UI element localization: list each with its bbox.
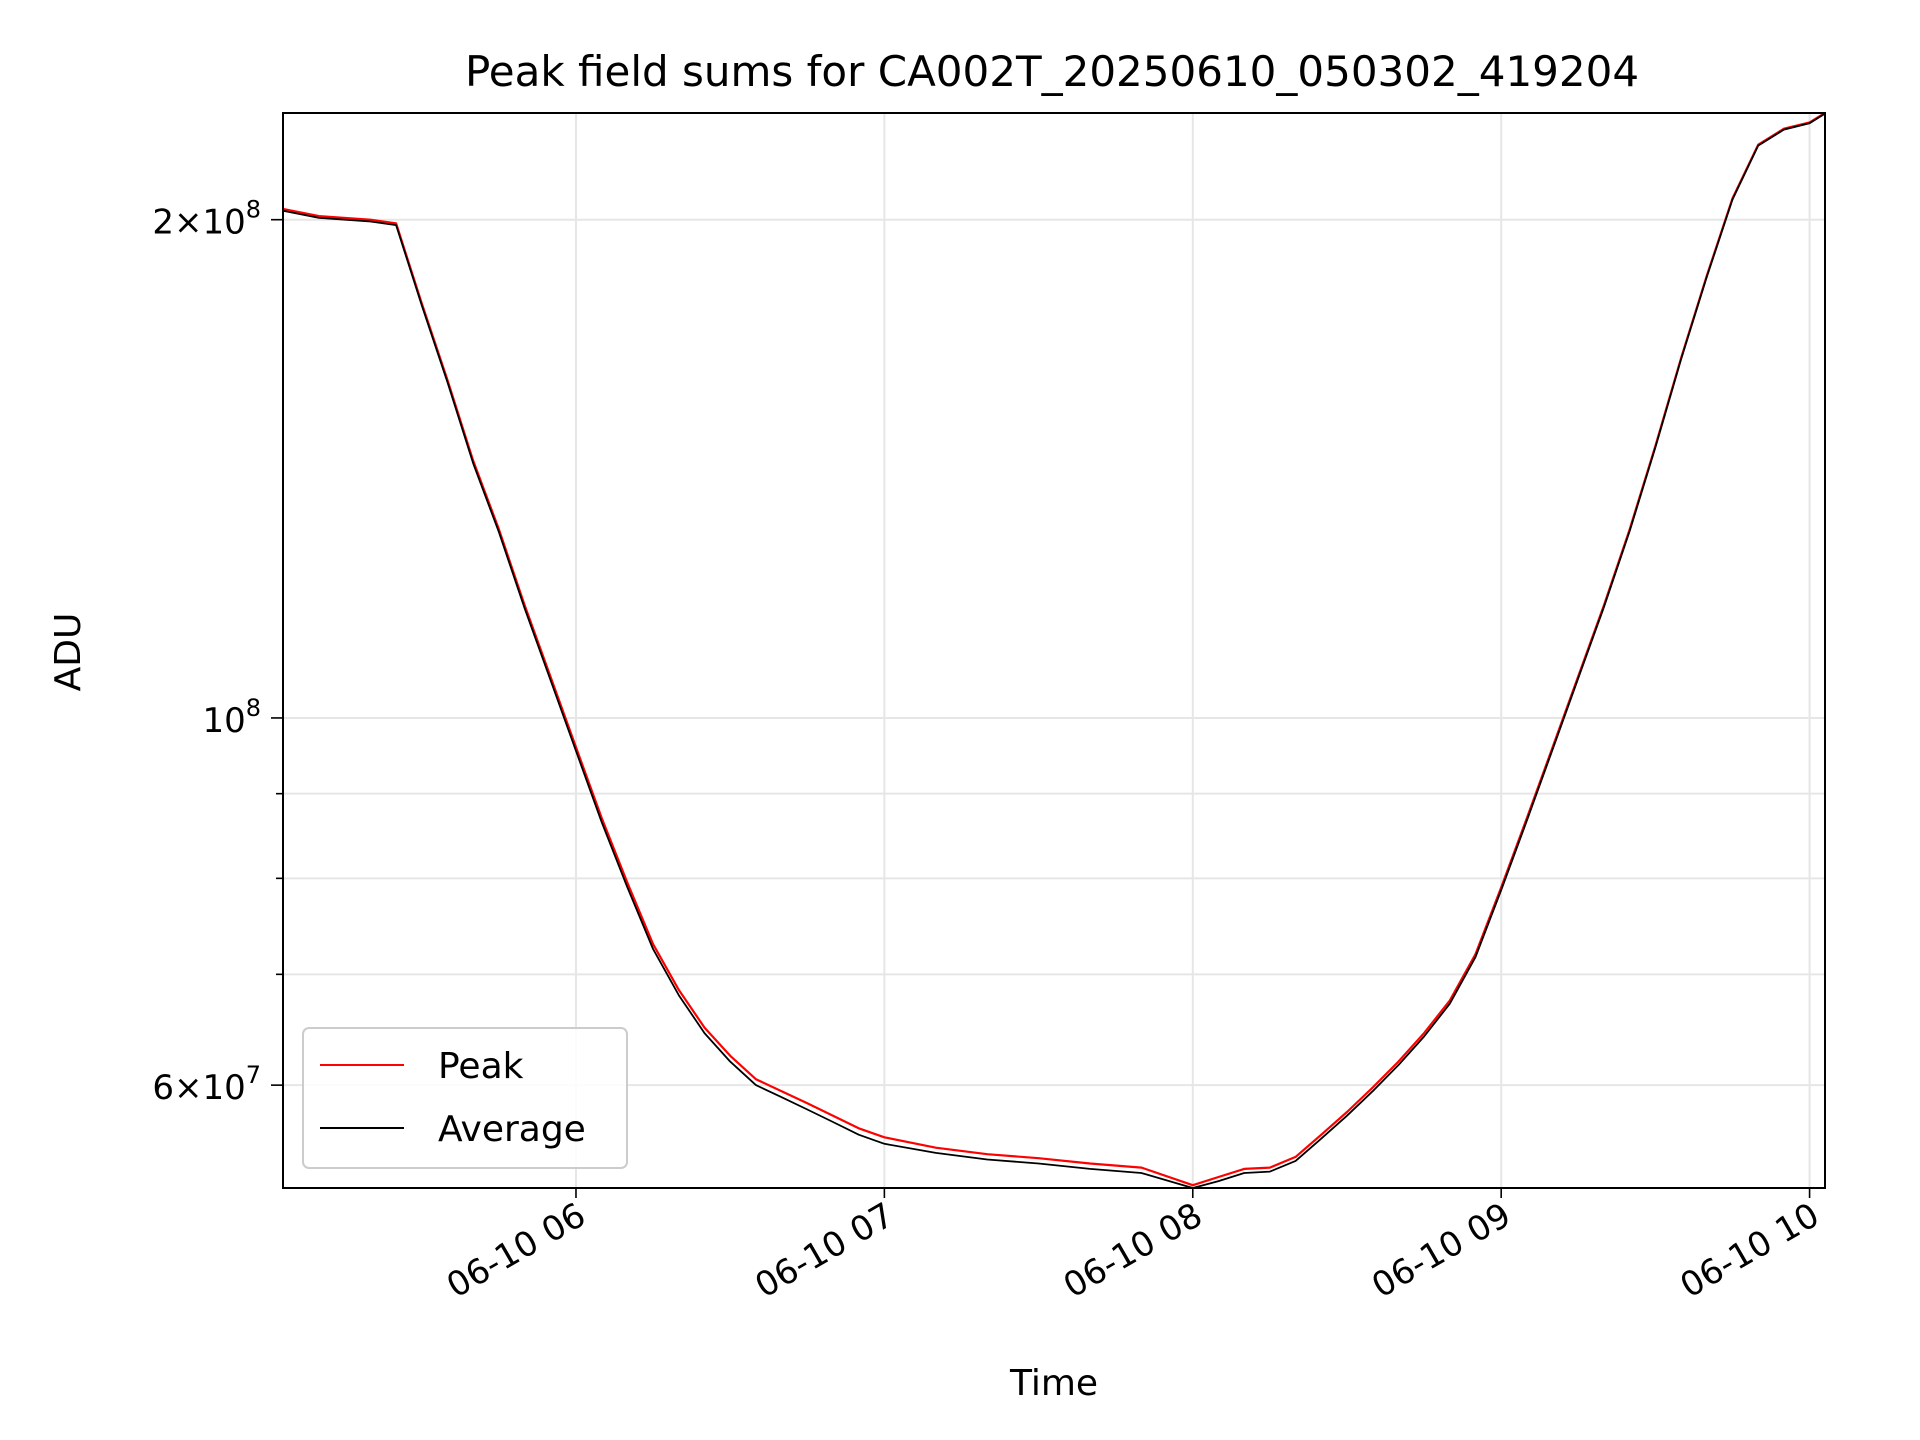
- x-tick-label: 06-10 09: [1365, 1195, 1517, 1306]
- series-line-peak: [282, 112, 1826, 1187]
- y-tick-exponent: 8: [246, 694, 261, 722]
- x-tick-label: 06-10 07: [748, 1195, 900, 1306]
- y-tick-mantissa: 6: [152, 1068, 174, 1108]
- x-tick-label: 06-10 06: [440, 1195, 592, 1306]
- grid: [283, 113, 1825, 1188]
- y-tick-label: 6×107: [152, 1061, 261, 1108]
- y-tick-label: 2×108: [152, 196, 261, 243]
- chart-title: Peak field sums for CA002T_20250610_0503…: [465, 47, 1639, 96]
- y-tick-exponent: 7: [246, 1061, 261, 1089]
- x-axis-label: Time: [1009, 1363, 1098, 1404]
- legend: Peak Average: [302, 1027, 628, 1169]
- series-layer: [282, 112, 1826, 1189]
- series-line-average: [282, 112, 1826, 1189]
- plot-frame: [282, 112, 1826, 1189]
- y-tick-label: 108: [202, 694, 261, 741]
- y-axis: 2×108 108 6×107: [152, 196, 283, 1108]
- x-axis: 06-10 06 06-10 07 06-10 08 06-10 09 06-10 10: [440, 1188, 1826, 1306]
- y-tick-exponent: 8: [246, 196, 261, 224]
- legend-box: [302, 1027, 628, 1169]
- x-tick-label: 06-10 10: [1674, 1195, 1826, 1306]
- x-tick-label: 06-10 08: [1057, 1195, 1209, 1306]
- legend-label-peak: Peak: [438, 1046, 524, 1087]
- y-tick-mantissa: 2: [152, 203, 174, 243]
- y-axis-label: ADU: [48, 613, 89, 692]
- legend-label-average: Average: [438, 1109, 586, 1150]
